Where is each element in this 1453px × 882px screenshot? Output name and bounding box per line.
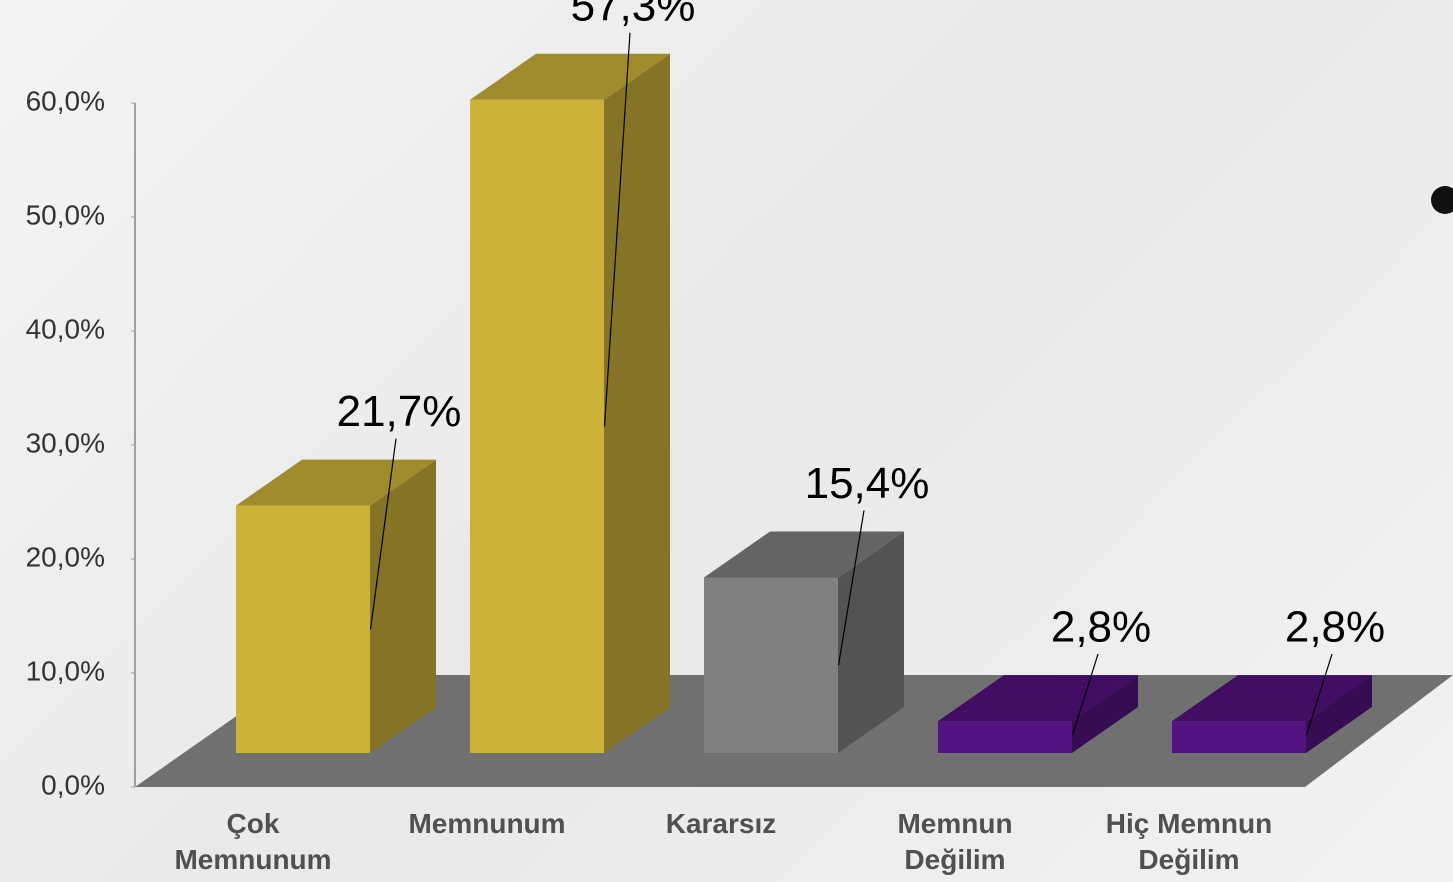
bar (470, 53, 670, 753)
bar-front (236, 505, 370, 753)
leader-line (369, 438, 397, 630)
bar-front (1172, 721, 1306, 753)
bar-front (938, 721, 1072, 753)
x-tick-label: Kararsız (665, 808, 777, 839)
value-label: 2,8% (1051, 603, 1151, 652)
bar (704, 531, 904, 753)
bar-side (370, 459, 436, 753)
value-label: 15,4% (805, 459, 930, 508)
bullet-decoration (1431, 186, 1453, 214)
bar-side (1072, 675, 1138, 753)
y-tick-label: 10,0% (26, 655, 105, 686)
bar-top (470, 53, 670, 100)
leader-line (1305, 653, 1333, 736)
bar (236, 459, 436, 753)
leader-line (603, 32, 631, 427)
leader-line (837, 510, 865, 666)
value-label: 2,8% (1285, 603, 1385, 652)
y-tick-label: 40,0% (26, 313, 105, 344)
y-tick-label: 50,0% (26, 199, 105, 230)
bar-side (1306, 675, 1372, 753)
x-tick-label: Memnunum (408, 808, 566, 839)
y-tick-label: 0,0% (41, 769, 105, 800)
bar-side (604, 53, 670, 753)
bar-top (236, 459, 436, 506)
x-tick-label: Memnun Değilim (897, 808, 1013, 875)
bar-side (838, 531, 904, 753)
bar-front (704, 577, 838, 753)
bar-top (704, 531, 904, 578)
x-tick-label: Hiç Memnun Değilim (1105, 808, 1273, 875)
y-tick-label: 60,0% (26, 85, 105, 116)
value-label: 57,3% (571, 0, 696, 30)
x-tick-label: Çok Memnunum (174, 808, 332, 875)
y-tick-label: 20,0% (26, 541, 105, 572)
bar-front (470, 99, 604, 753)
y-tick-label: 30,0% (26, 427, 105, 458)
leader-line (1071, 653, 1099, 736)
value-label: 21,7% (337, 387, 462, 436)
